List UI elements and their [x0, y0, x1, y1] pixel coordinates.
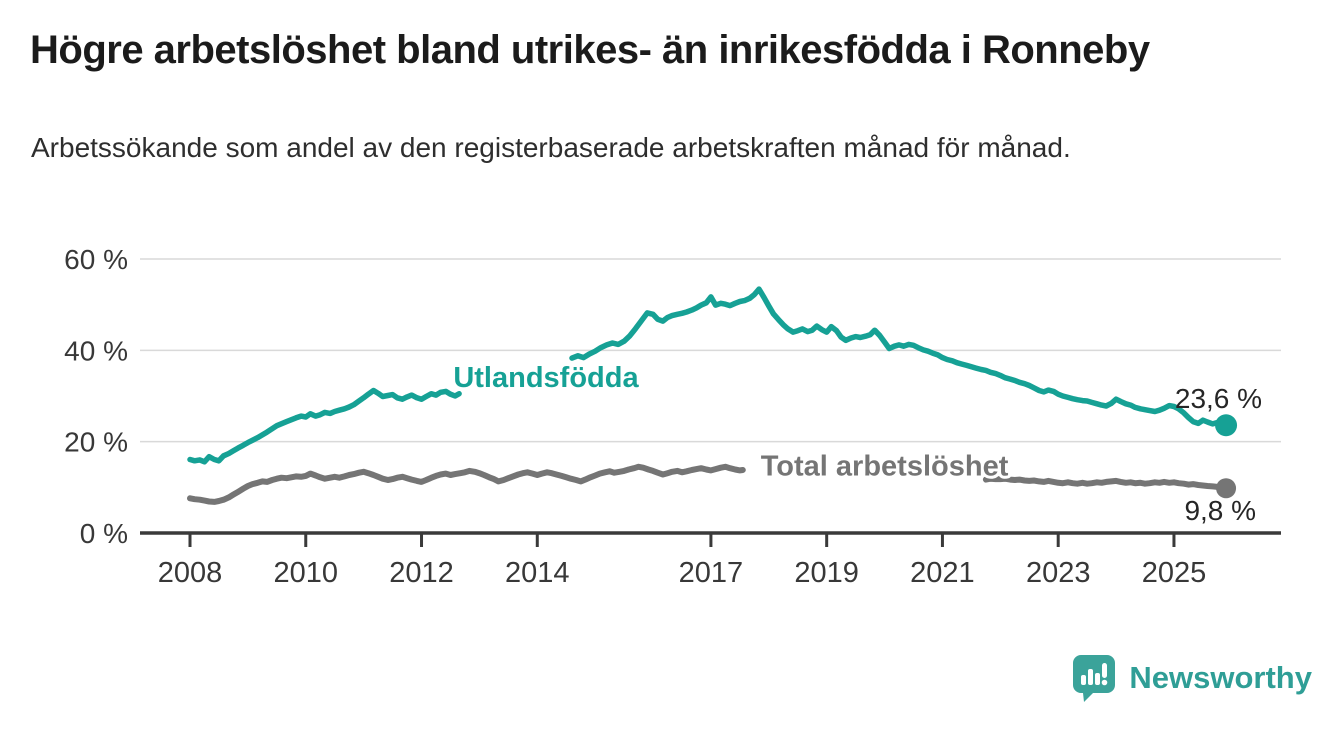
series-utlandsf-dda: Utlandsfödda 23,6 % — [187, 286, 1262, 465]
series-line — [187, 387, 462, 465]
gridlines — [140, 258, 1281, 443]
y-tick-label: 40 % — [64, 335, 128, 366]
chart-svg: 60 %40 %20 %0 %2008 2010 2012 2014 2017 2019 2… — [64, 244, 1281, 589]
x-tick-label: 2012 — [389, 557, 454, 589]
x-tick-label: 2010 — [274, 557, 339, 589]
line-chart: 60 % 40 % 20 % 0 % 2008 2010 2012 2014 2017 2019 2… — [0, 210, 1340, 610]
x-tick-label: 2021 — [910, 557, 975, 589]
series-inline-label: Total arbetslöshet — [761, 450, 1009, 482]
page-title: Högre arbetslöshet bland utrikes- än inr… — [30, 28, 1150, 72]
y-tick-label: 0 % — [80, 518, 128, 549]
y-tick-label: 20 % — [64, 427, 128, 458]
newsworthy-logo-icon — [1073, 655, 1116, 702]
x-tick-label: 2023 — [1026, 557, 1091, 589]
series-inline-label: Utlandsfödda — [453, 362, 639, 394]
x-tick-label: 2019 — [794, 557, 859, 589]
x-tick-label: 2008 — [158, 557, 223, 589]
series-total-arbetsl-shet: Total arbetslöshet 9,8 % — [187, 447, 1256, 526]
chart-subtitle: Arbetssökande som andel av den registerb… — [31, 132, 1071, 163]
series-line — [187, 463, 746, 505]
series-line — [569, 286, 1229, 429]
newsworthy-brand: Newsworthy — [1072, 654, 1312, 702]
x-tick-label: 2014 — [505, 557, 570, 589]
series-end-dot — [1215, 414, 1238, 437]
x-tick-label: 2017 — [679, 557, 744, 589]
series-end-value-label: 9,8 % — [1184, 495, 1256, 526]
y-axis-labels: 60 % 40 % 20 % 0 % — [64, 244, 128, 549]
x-axis: 2008 2010 2012 2014 2017 2019 2021 2023 2025 — [140, 531, 1281, 589]
series-line — [982, 475, 1230, 492]
series-end-value-label: 23,6 % — [1175, 383, 1262, 414]
newsworthy-brand-text: Newsworthy — [1129, 660, 1312, 695]
x-tick-label: 2025 — [1142, 557, 1207, 589]
y-tick-label: 60 % — [64, 244, 128, 275]
series-end-dot — [1216, 478, 1237, 499]
